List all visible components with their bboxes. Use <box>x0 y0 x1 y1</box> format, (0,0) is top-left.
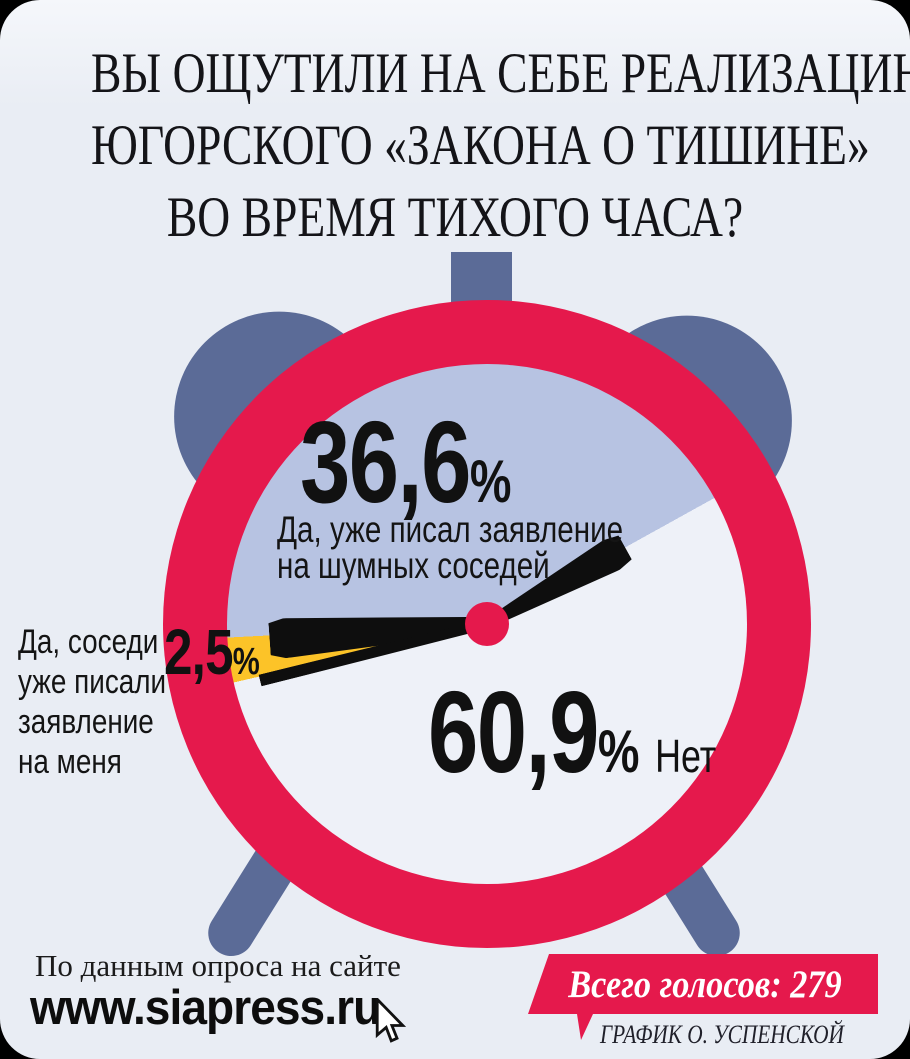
slice-label-wrote-complaint: Да, уже писал заявление на шумных соседе… <box>277 509 624 586</box>
clock-center-dot <box>465 602 509 646</box>
slice-label-line: на шумных соседей <box>277 545 550 586</box>
slice-label-no: Нет <box>655 730 717 782</box>
source-site-url: www.siapress.ru <box>30 981 381 1035</box>
page-title: ВЫ ОЩУТИЛИ НА СЕБЕ РЕАЛИЗАЦИЮ ЮГОРСКОГО … <box>0 38 910 254</box>
total-votes-label: Всего голосов: 279 <box>568 963 842 1006</box>
percent-sign: % <box>469 448 512 515</box>
slice-value-complaint-on-me: 2,5% <box>164 620 260 684</box>
title-line-3: ВО ВРЕМЯ ТИХОГО ЧАСА? <box>166 186 744 249</box>
slice-value-no: 60,9% Нет <box>428 674 716 790</box>
slice-label-line: Да, соседи <box>18 623 159 661</box>
cursor-icon <box>375 998 407 1043</box>
slice-value-number: 36,6 <box>300 397 471 527</box>
percent-sign: % <box>597 718 640 785</box>
credit-text: ГРАФИК О. УСПЕНСКОЙ <box>600 1020 844 1049</box>
slice-label-line: уже писали <box>18 663 167 701</box>
percent-sign: % <box>232 641 260 683</box>
total-votes-ribbon <box>528 954 878 1040</box>
slice-label-line: Да, уже писал заявление <box>277 509 624 550</box>
slice-label-line: заявление <box>18 703 154 741</box>
slice-value-wrote-complaint: 36,6% <box>300 404 511 520</box>
title-line-2: ЮГОРСКОГО «ЗАКОНА О ТИШИНЕ» <box>91 114 870 177</box>
source-lead-text: По данным опроса на сайте <box>35 948 401 983</box>
slice-value-number: 60,9 <box>428 667 599 797</box>
slice-label-complaint-on-me: Да, соседи уже писали заявление на меня <box>18 622 166 782</box>
slice-value-number: 2,5 <box>164 616 234 688</box>
slice-label-line: на меня <box>18 743 122 781</box>
title-line-1: ВЫ ОЩУТИЛИ НА СЕБЕ РЕАЛИЗАЦИЮ <box>91 42 910 105</box>
